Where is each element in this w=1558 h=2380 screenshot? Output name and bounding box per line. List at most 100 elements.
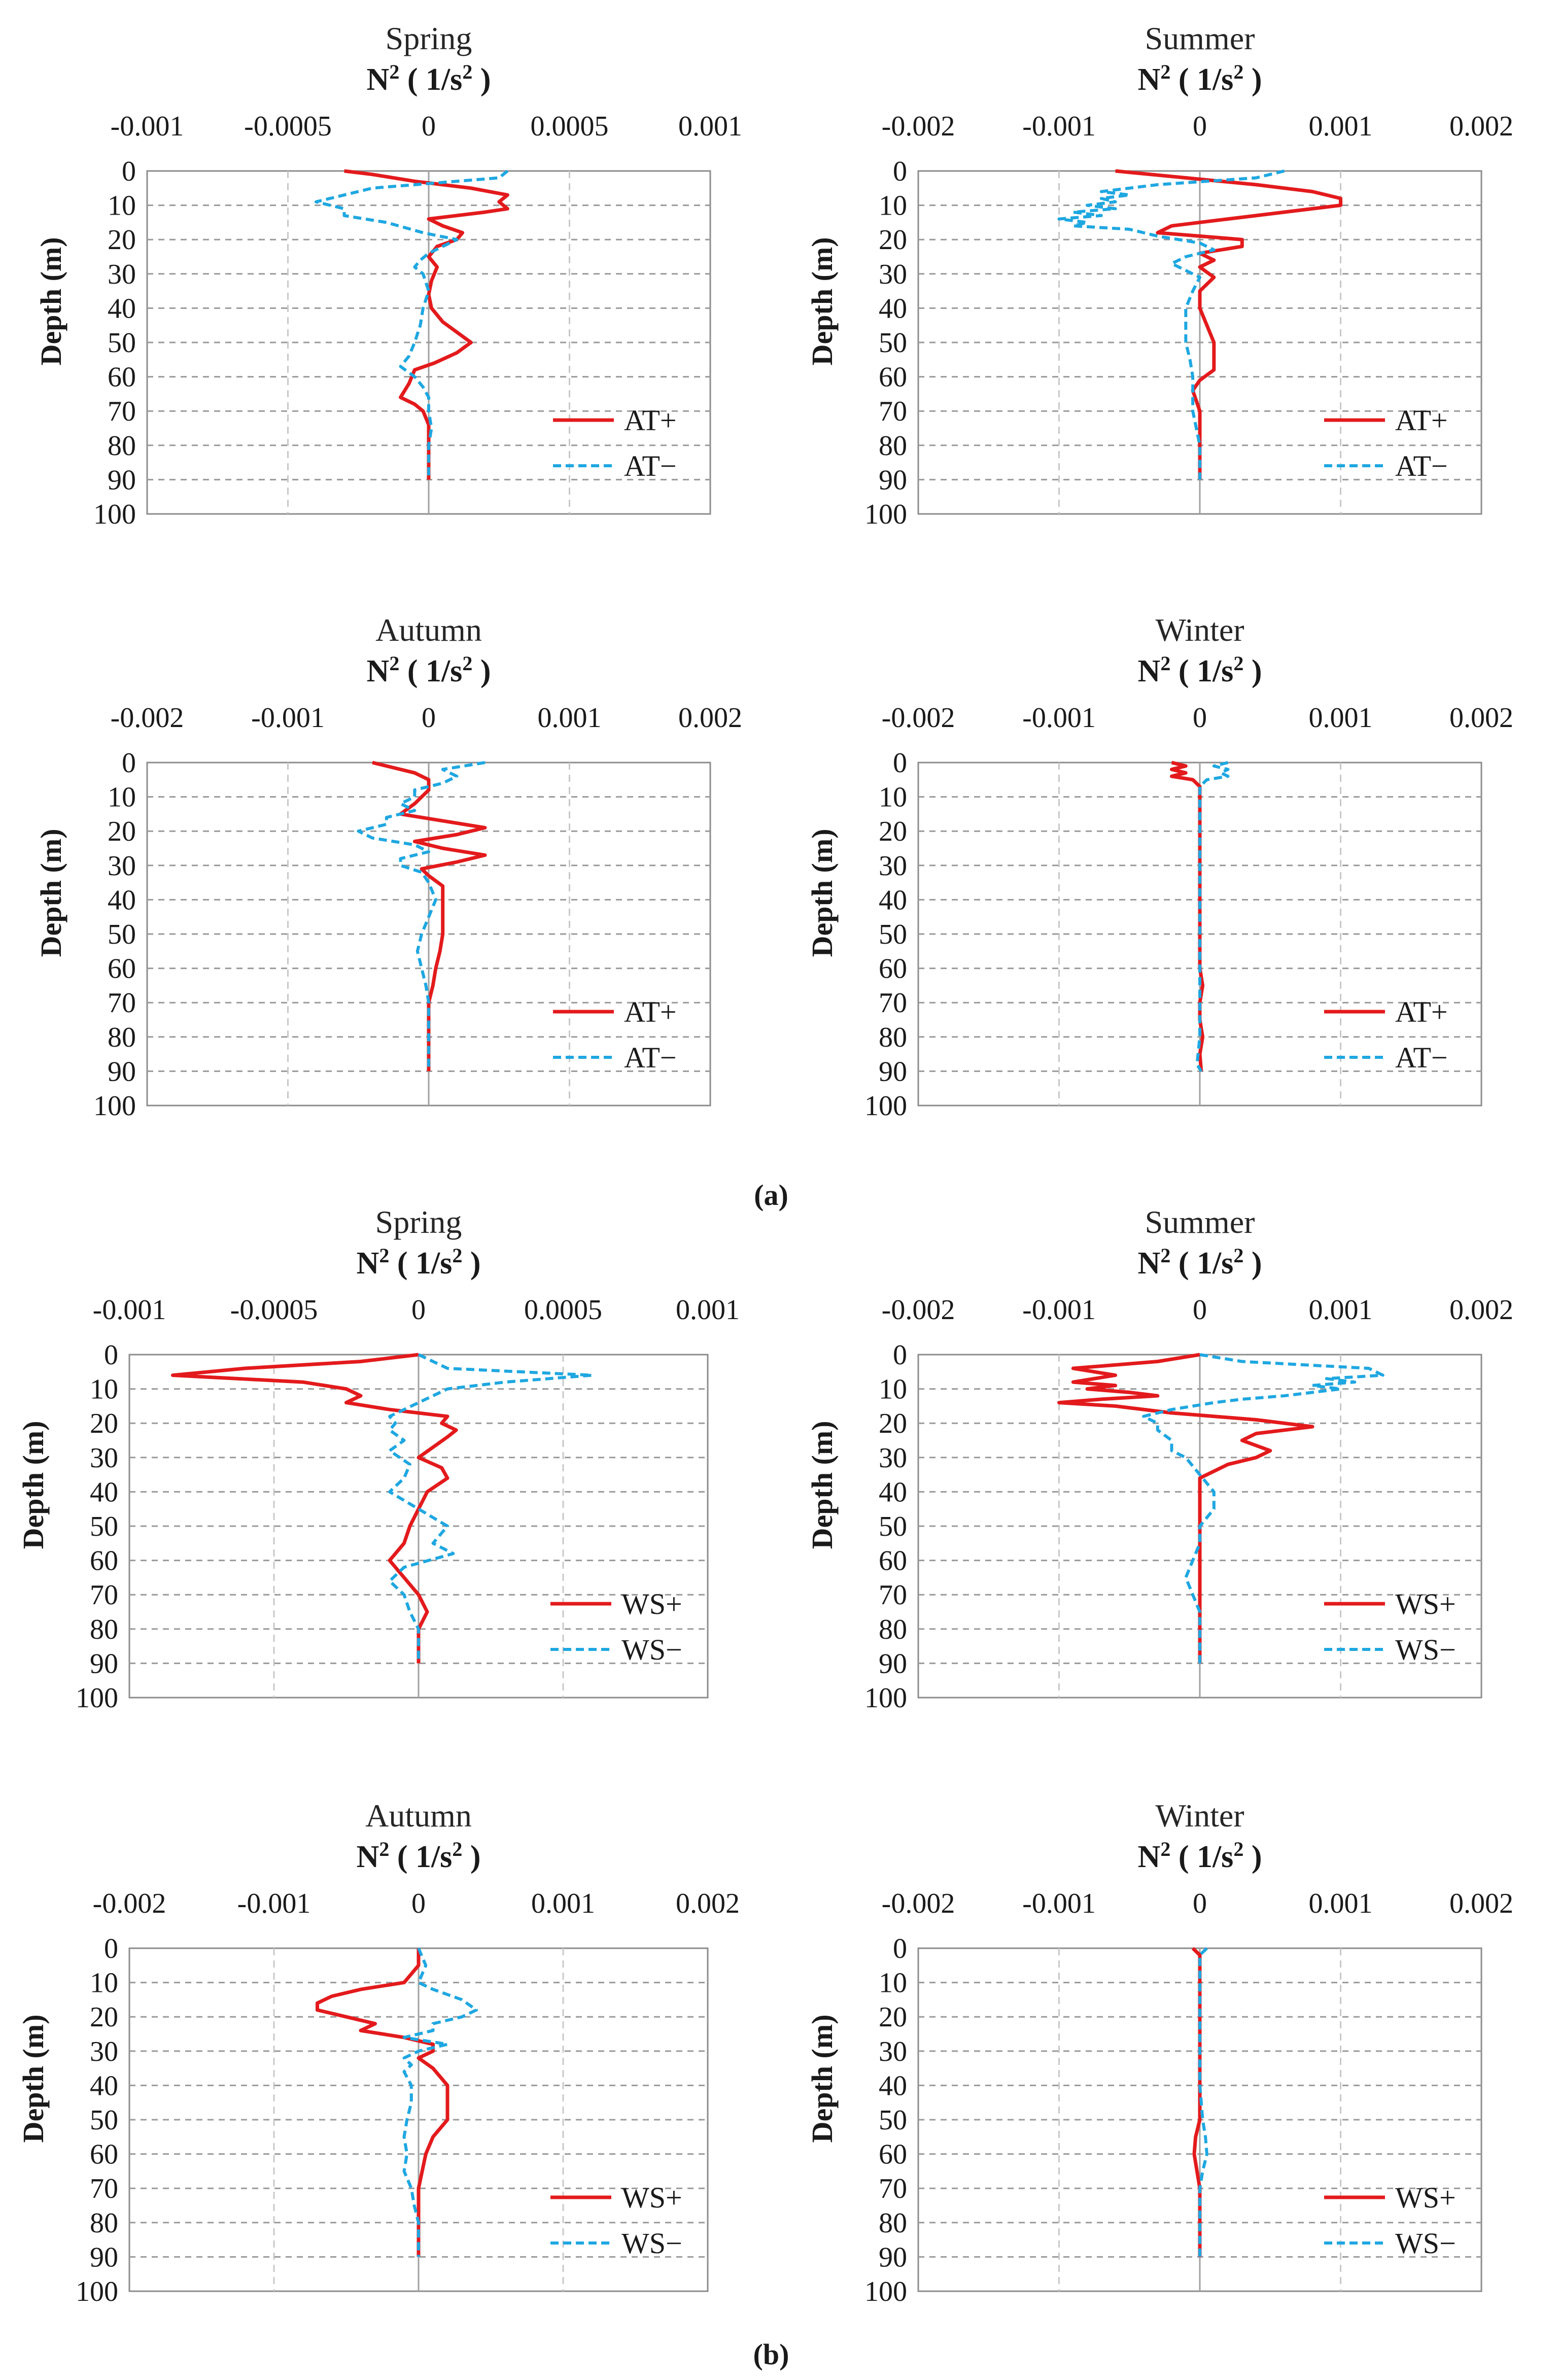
y-tick-label: 90	[90, 1648, 118, 1679]
x-tick-label: 0	[1193, 1294, 1207, 1326]
x-axis-label: N2 ( 1/s2 )	[357, 1244, 481, 1281]
y-tick-label: 40	[879, 884, 907, 916]
y-tick-label: 60	[879, 362, 907, 393]
y-tick-label: 20	[879, 816, 907, 847]
x-tick-label: 0.002	[1449, 702, 1513, 734]
series-line-WSminus	[402, 1947, 478, 2257]
legend-entry: AT−	[1395, 450, 1448, 482]
chart-title: Autumn	[375, 612, 482, 648]
y-tick-label: 100	[93, 499, 136, 530]
y-tick-label: 70	[108, 396, 136, 427]
series-line-ATminus	[1057, 169, 1285, 480]
x-tick-label: -0.001	[93, 1294, 166, 1326]
y-tick-label: 30	[90, 1442, 118, 1474]
y-tick-label: 20	[90, 1408, 118, 1439]
chart-panel-6: Summer N2 ( 1/s2 ) -0.002 -0.001 0 0.001 0.002…	[806, 1204, 1513, 1714]
y-tick-label: 40	[879, 2070, 907, 2101]
y-tick-label: 90	[879, 1056, 907, 1087]
chart-panel-4: Winter N2 ( 1/s2 ) -0.002 -0.001 0 0.001 0.002…	[806, 612, 1513, 1122]
y-tick-label: 20	[879, 1408, 907, 1439]
y-tick-label: 70	[879, 396, 907, 427]
series-line-WSminus	[1198, 1947, 1208, 2257]
x-tick-label: 0.0005	[531, 111, 609, 142]
y-tick-label: 10	[879, 1968, 907, 1999]
y-tick-label: 20	[90, 2002, 118, 2033]
y-axis-label: Depth (m)	[34, 237, 67, 365]
y-tick-label: 50	[879, 1511, 907, 1542]
panel-label-a: (a)	[754, 1179, 788, 1212]
legend-entry: WS+	[1395, 1588, 1456, 1620]
legend-entry: AT−	[624, 450, 677, 482]
y-tick-label: 100	[76, 1682, 118, 1714]
x-tick-label: 0.002	[1449, 111, 1513, 142]
y-tick-label: 50	[90, 2105, 118, 2136]
y-axis-label: Depth (m)	[806, 829, 839, 957]
y-tick-label: 10	[879, 1374, 907, 1405]
y-tick-label: 30	[879, 1442, 907, 1474]
y-tick-label: 0	[893, 747, 907, 779]
y-tick-label: 40	[90, 2070, 118, 2101]
legend-entry: AT+	[624, 995, 677, 1028]
legend-entry: AT+	[1395, 995, 1448, 1028]
y-tick-label: 100	[76, 2276, 118, 2307]
y-tick-label: 40	[879, 1476, 907, 1508]
y-tick-label: 70	[879, 987, 907, 1019]
x-tick-label: 0.001	[678, 111, 742, 142]
y-tick-label: 100	[864, 1682, 907, 1714]
x-axis-label: N2 ( 1/s2 )	[1138, 1244, 1262, 1281]
y-tick-label: 30	[879, 259, 907, 290]
x-tick-label: 0.0005	[524, 1294, 602, 1326]
y-tick-label: 40	[879, 293, 907, 324]
x-tick-label: 0.002	[676, 1888, 740, 1919]
y-tick-label: 50	[108, 919, 136, 950]
y-tick-label: 0	[893, 1339, 907, 1371]
x-tick-label: 0	[1193, 1888, 1207, 1919]
x-tick-label: -0.001	[1022, 1294, 1096, 1326]
x-axis-label: N2 ( 1/s2 )	[1138, 1838, 1262, 1874]
y-tick-label: 30	[879, 850, 907, 882]
x-tick-label: 0	[411, 1294, 426, 1326]
series-line-WSplus	[316, 1948, 449, 2257]
x-tick-label: -0.001	[251, 702, 325, 734]
y-tick-label: 50	[879, 2105, 907, 2136]
chart-title: Spring	[386, 20, 472, 56]
x-tick-label: 0.001	[676, 1294, 740, 1326]
y-tick-label: 20	[879, 2002, 907, 2033]
x-tick-label: -0.001	[1022, 1888, 1096, 1919]
y-tick-label: 100	[864, 499, 907, 530]
x-axis-label: N2 ( 1/s2 )	[357, 1838, 481, 1874]
y-tick-label: 70	[108, 987, 136, 1019]
y-tick-label: 20	[879, 224, 907, 256]
x-tick-label: 0	[422, 702, 436, 734]
y-tick-label: 80	[90, 2207, 118, 2239]
x-tick-label: -0.001	[237, 1888, 311, 1919]
x-axis-label: N2 ( 1/s2 )	[1138, 652, 1262, 688]
x-tick-label: 0	[422, 111, 436, 142]
y-tick-label: 70	[879, 1579, 907, 1611]
series-line-ATminus	[357, 761, 486, 1072]
y-tick-label: 0	[104, 1933, 118, 1964]
x-tick-label: -0.0005	[230, 1294, 318, 1326]
legend-entry: WS−	[621, 2227, 682, 2260]
y-tick-label: 10	[90, 1374, 118, 1405]
x-tick-label: -0.002	[882, 111, 955, 142]
y-tick-label: 90	[879, 1648, 907, 1679]
y-tick-label: 60	[879, 2139, 907, 2170]
x-tick-label: 0	[1193, 111, 1207, 142]
series-line-ATplus	[1115, 169, 1342, 480]
legend-entry: AT+	[624, 404, 677, 437]
panel-label-b: (b)	[753, 2338, 789, 2371]
y-tick-label: 50	[90, 1511, 118, 1542]
y-tick-label: 40	[108, 293, 136, 324]
y-tick-label: 90	[879, 2241, 907, 2273]
legend-entry: WS−	[1395, 1633, 1456, 1666]
legend-entry: WS+	[1395, 2181, 1456, 2214]
y-tick-label: 60	[108, 953, 136, 985]
x-tick-label: 0.002	[678, 702, 742, 734]
y-tick-label: 10	[108, 782, 136, 813]
y-tick-label: 30	[108, 259, 136, 290]
y-tick-label: 0	[893, 1933, 907, 1964]
x-tick-label: -0.0005	[244, 111, 332, 142]
y-tick-label: 100	[864, 2276, 907, 2307]
